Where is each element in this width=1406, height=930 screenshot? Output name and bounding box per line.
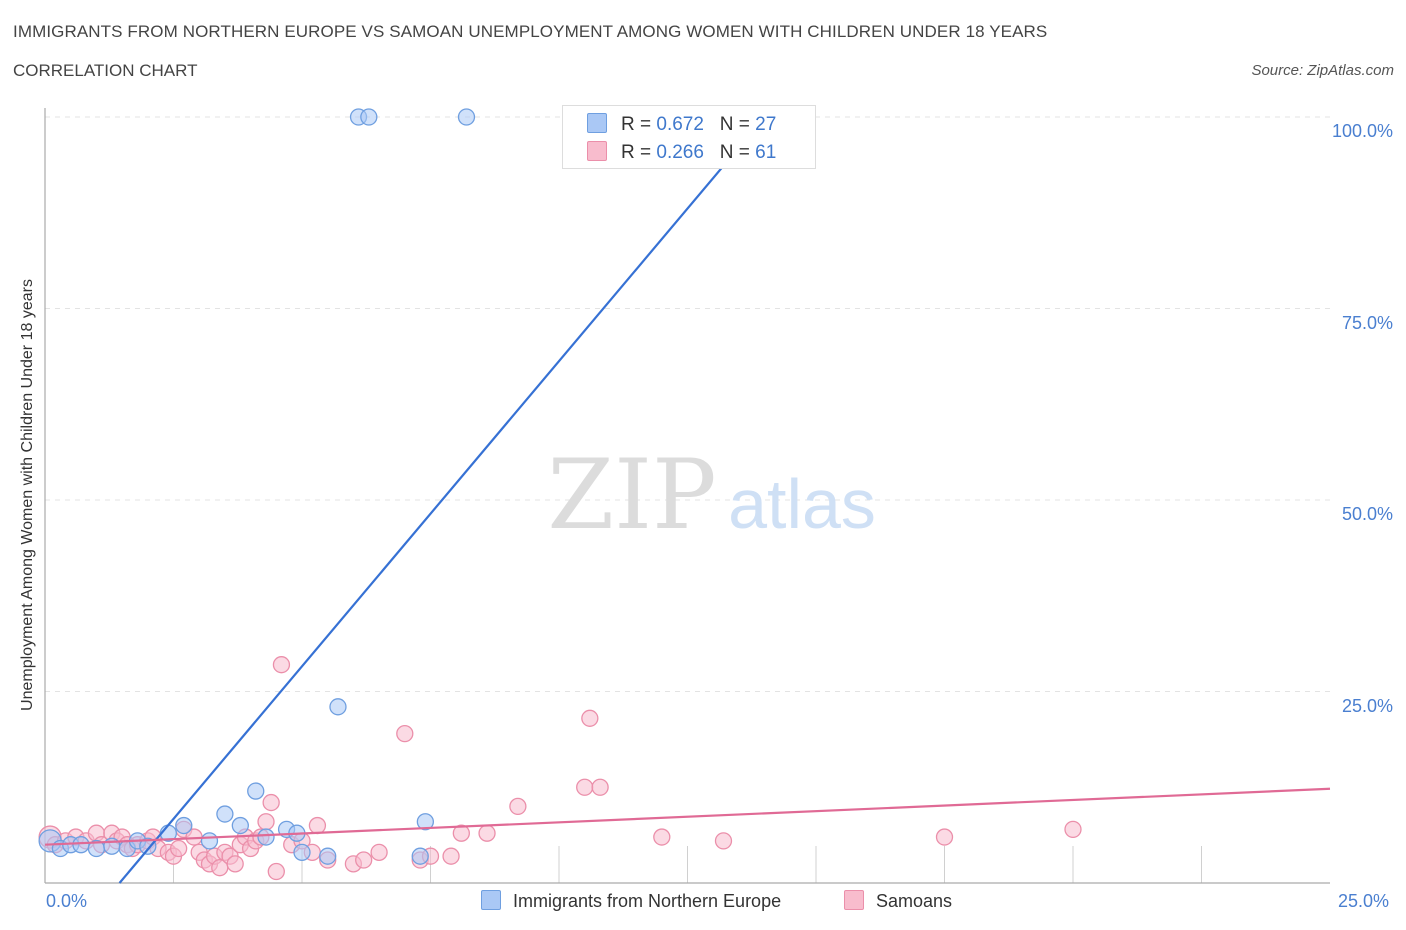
samoans-point xyxy=(452,824,470,842)
legend-row-northern-europe: R = 0.672 N = 27 xyxy=(587,113,776,137)
northern-europe-point xyxy=(319,847,337,865)
samoans-point xyxy=(262,793,280,812)
bottom-legend-northern-europe: Immigrants from Northern Europe xyxy=(481,890,781,912)
northern-europe-point xyxy=(416,813,435,831)
correlation-legend: R = 0.672 N = 27 R = 0.266 N = 61 xyxy=(562,105,816,169)
legend-r-value-1: 0.672 xyxy=(656,114,704,135)
legend-r-label: R = xyxy=(621,114,652,135)
samoans-trendline xyxy=(44,787,1331,846)
samoans-point xyxy=(714,832,733,850)
samoans-point xyxy=(509,797,527,816)
bottom-legend-label-2: Samoans xyxy=(876,891,953,911)
legend-n-value-1: 27 xyxy=(755,114,777,135)
samoans-point xyxy=(1064,820,1082,839)
bottom-legend-swatch-pink xyxy=(844,890,864,910)
northern-europe-point xyxy=(360,108,378,126)
northern-europe-point xyxy=(411,847,429,865)
samoans-point xyxy=(355,851,373,869)
legend-swatch-blue xyxy=(587,113,607,133)
samoans-point xyxy=(581,709,599,727)
samoans-point xyxy=(442,847,460,865)
northern-europe-point xyxy=(175,816,193,835)
legend-row-samoans: R = 0.266 N = 61 xyxy=(587,141,776,165)
bottom-legend-samoans: Samoans xyxy=(844,890,952,912)
samoans-point xyxy=(478,824,496,842)
y-tick-label: 50.0% xyxy=(1341,504,1393,524)
samoans-point xyxy=(653,828,671,846)
bottom-legend-label-1: Immigrants from Northern Europe xyxy=(513,891,782,911)
samoans-point xyxy=(257,813,275,831)
samoans-point xyxy=(169,839,188,858)
bottom-legend-swatch-blue xyxy=(481,890,501,910)
axes xyxy=(44,108,1330,884)
samoans-point xyxy=(396,724,414,743)
legend-r-value-2: 0.266 xyxy=(656,142,704,163)
samoans-point xyxy=(935,828,954,846)
samoans-point xyxy=(370,843,388,862)
y-tick-label: 25.0% xyxy=(1341,695,1393,716)
samoans-point xyxy=(591,778,609,796)
northern-europe-point xyxy=(200,832,219,850)
watermark-zip: ZIP xyxy=(547,439,716,551)
legend-n-value-2: 61 xyxy=(755,142,777,163)
samoans-point xyxy=(267,862,285,881)
northern-europe-trendline xyxy=(118,116,766,884)
x-tick-min: 0.0% xyxy=(46,891,88,911)
chart-title: IMMIGRANTS FROM NORTHERN EUROPE VS SAMOA… xyxy=(13,22,1048,41)
watermark-atlas: atlas xyxy=(728,465,876,543)
legend-n-label: N = xyxy=(719,142,750,163)
source-credit: Source: ZipAtlas.com xyxy=(1251,62,1394,79)
northern-europe-point xyxy=(293,843,311,862)
y-tick-label: 75.0% xyxy=(1341,312,1393,333)
chart-subtitle: CORRELATION CHART xyxy=(13,61,198,80)
northern-europe-point xyxy=(72,836,90,854)
samoans-point xyxy=(272,656,291,674)
samoans-point xyxy=(226,855,244,873)
northern-europe-point xyxy=(231,816,249,835)
watermark: ZIP atlas xyxy=(547,439,876,551)
northern-europe-point xyxy=(247,782,265,800)
legend-n-label: N = xyxy=(719,114,750,135)
x-tick-max: 25.0% xyxy=(1338,891,1390,911)
northern-europe-point xyxy=(329,698,347,716)
samoans-point xyxy=(576,778,594,796)
northern-europe-point xyxy=(257,828,275,846)
legend-swatch-pink xyxy=(587,141,607,161)
legend-r-label: R = xyxy=(621,142,652,163)
northern-europe-point xyxy=(216,805,234,823)
trend-lines xyxy=(44,116,1331,884)
northern-europe-point xyxy=(139,837,157,855)
northern-europe-point xyxy=(457,108,476,126)
y-tick-label: 100.0% xyxy=(1331,121,1393,141)
samoans-point xyxy=(308,816,327,835)
